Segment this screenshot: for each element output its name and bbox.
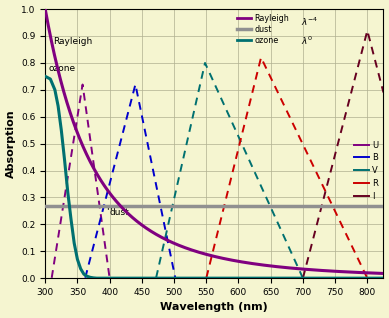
Text: $\lambda^{0}$: $\lambda^{0}$	[301, 35, 313, 47]
Text: $\lambda^{-4}$: $\lambda^{-4}$	[301, 16, 318, 28]
Text: Rayleigh: Rayleigh	[54, 37, 93, 46]
X-axis label: Wavelength (nm): Wavelength (nm)	[160, 302, 268, 313]
Y-axis label: Absorption: Absorption	[5, 109, 16, 178]
Text: ozone: ozone	[48, 64, 75, 73]
Legend: U, B, V, R, I: U, B, V, R, I	[353, 140, 379, 201]
Text: dust: dust	[110, 208, 130, 217]
